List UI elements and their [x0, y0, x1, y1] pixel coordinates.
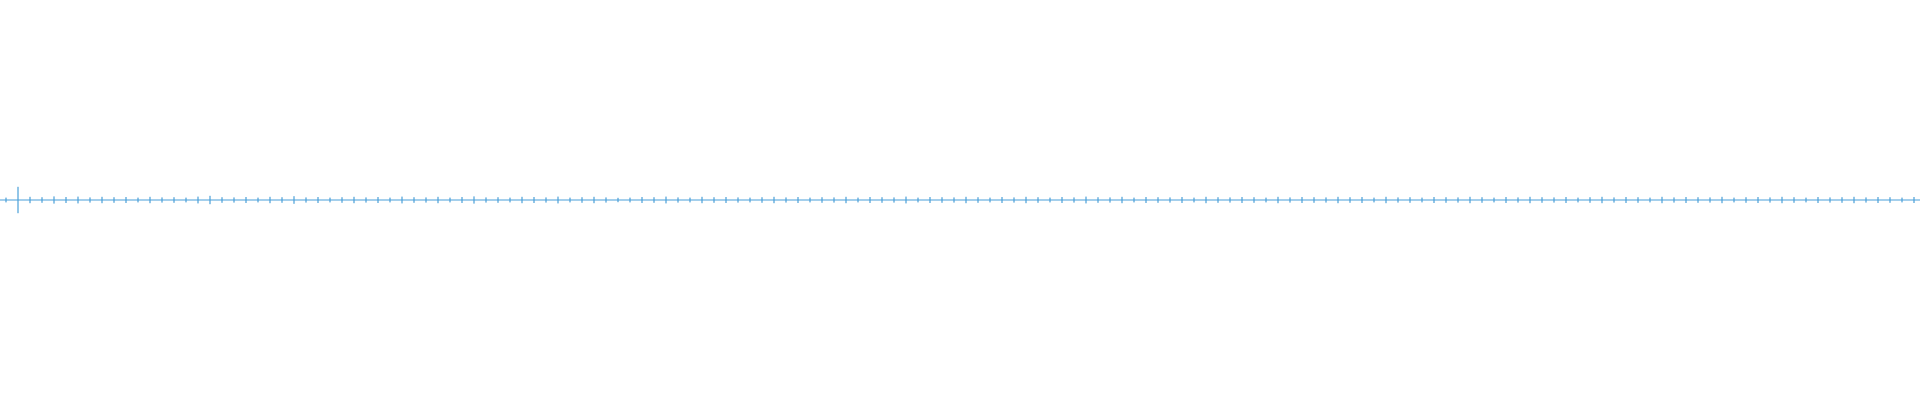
waveform-view	[0, 186, 1920, 214]
page: {"chart_data": {"type": "waveform", "col…	[0, 186, 1920, 214]
